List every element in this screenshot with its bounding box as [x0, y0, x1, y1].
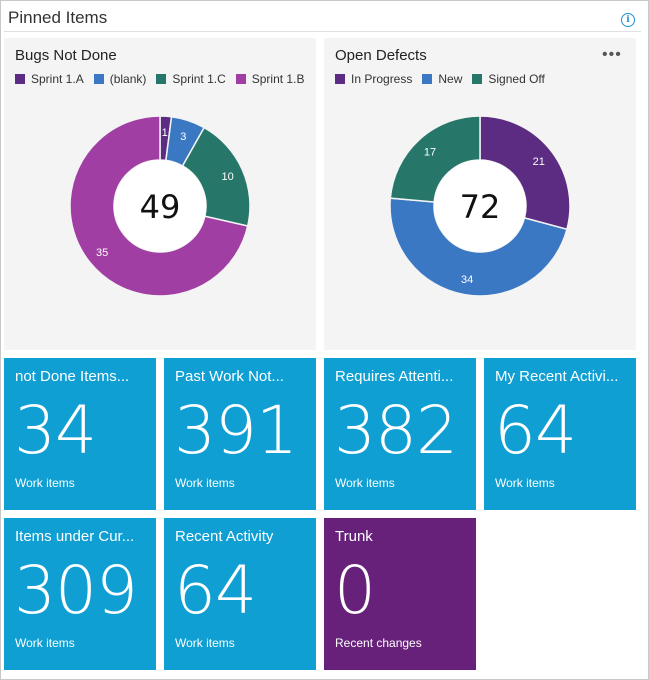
legend-item-sprint-1b: Sprint 1.B [235, 72, 305, 86]
legend-swatch [335, 74, 345, 84]
legend-label: Signed Off [488, 72, 545, 86]
slice-label: 34 [461, 274, 473, 286]
tile-count: 391 [174, 392, 298, 469]
donut-center [114, 160, 206, 252]
legend-label: Sprint 1.B [251, 72, 305, 86]
slice-label: 10 [222, 171, 234, 183]
tile-subtitle: Work items [175, 476, 235, 490]
legend-label: Sprint 1.C [172, 72, 226, 86]
slice-label: 1 [162, 127, 168, 139]
chart-legend: In Progress New Signed Off [335, 72, 555, 86]
open-defects-widget[interactable]: 21 34 17 72 Open Defects ••• In Progress Ne… [324, 38, 636, 350]
tile-count: 64 [494, 392, 577, 469]
bugs-not-done-donut-chart: 1 3 10 35 49 [69, 115, 251, 297]
tile-count: 0 [334, 552, 376, 629]
tile-title: Past Work Not... [175, 368, 284, 385]
legend-swatch [235, 74, 246, 84]
donut-total-label: 72 [460, 188, 501, 226]
legend-item-sprint-1c: Sprint 1.C [156, 72, 226, 86]
tile-title: My Recent Activi... [495, 368, 619, 385]
tile-count: 34 [14, 392, 97, 469]
tile-items-under-current[interactable]: Items under Cur... 309 Work items [4, 518, 156, 670]
tile-count: 382 [334, 392, 458, 469]
slice-label: 3 [180, 131, 186, 143]
donut-slice-in-progress[interactable] [479, 115, 571, 231]
chart-title: Bugs Not Done [15, 47, 117, 64]
tile-not-done-items[interactable]: not Done Items... 34 Work items [4, 358, 156, 510]
legend-item-signed-off: Signed Off [472, 72, 545, 86]
donut-center [434, 160, 526, 252]
tile-subtitle: Work items [15, 476, 75, 490]
tile-count: 64 [174, 552, 257, 629]
more-horizontal-icon[interactable]: ••• [602, 46, 622, 63]
legend-swatch [93, 74, 104, 84]
chart-legend: Sprint 1.A (blank) Sprint 1.C Sprint 1.B [15, 72, 314, 86]
slice-label: 21 [533, 156, 545, 168]
page-title: Pinned Items [8, 8, 108, 27]
tile-subtitle: Work items [15, 636, 75, 650]
tile-title: Recent Activity [175, 528, 274, 545]
legend-swatch [422, 74, 433, 84]
open-defects-donut-chart: 21 34 17 72 [389, 115, 571, 297]
info-icon[interactable]: i [621, 13, 635, 27]
donut-total-label: 49 [140, 188, 181, 226]
tile-my-recent-activity[interactable]: My Recent Activi... 64 Work items [484, 358, 636, 510]
legend-label: New [438, 72, 463, 86]
chart-title: Open Defects [335, 47, 427, 64]
tile-past-work-not[interactable]: Past Work Not... 391 Work items [164, 358, 316, 510]
legend-swatch [15, 74, 25, 84]
legend-label: (blank) [109, 72, 147, 86]
tile-title: Trunk [335, 528, 373, 545]
donut-slice-signed-off[interactable] [389, 115, 481, 203]
tile-trunk[interactable]: Trunk 0 Recent changes [324, 518, 476, 670]
tile-title: not Done Items... [15, 368, 130, 385]
legend-swatch [156, 74, 167, 84]
tile-subtitle: Work items [335, 476, 395, 490]
tile-title: Items under Cur... [15, 528, 135, 545]
tile-recent-activity[interactable]: Recent Activity 64 Work items [164, 518, 316, 670]
legend-label: In Progress [351, 72, 413, 86]
legend-item-in-progress: In Progress [335, 72, 412, 86]
slice-label: 17 [424, 146, 436, 158]
slice-label: 35 [96, 247, 108, 259]
legend-swatch [472, 74, 483, 84]
tile-requires-attention[interactable]: Requires Attenti... 382 Work items [324, 358, 476, 510]
tile-count: 309 [14, 552, 138, 629]
bugs-not-done-widget[interactable]: 1 3 10 35 49 Bugs Not Done Sprint 1.A (blank… [4, 38, 316, 350]
tile-subtitle: Work items [495, 476, 555, 490]
legend-item-new: New [422, 72, 462, 86]
legend-label: Sprint 1.A [31, 72, 84, 86]
tile-subtitle: Recent changes [335, 636, 422, 650]
legend-item-blank: (blank) [93, 72, 147, 86]
header-divider [4, 31, 641, 32]
tile-subtitle: Work items [175, 636, 235, 650]
legend-item-sprint-1a: Sprint 1.A [15, 72, 84, 86]
tile-title: Requires Attenti... [335, 368, 454, 385]
